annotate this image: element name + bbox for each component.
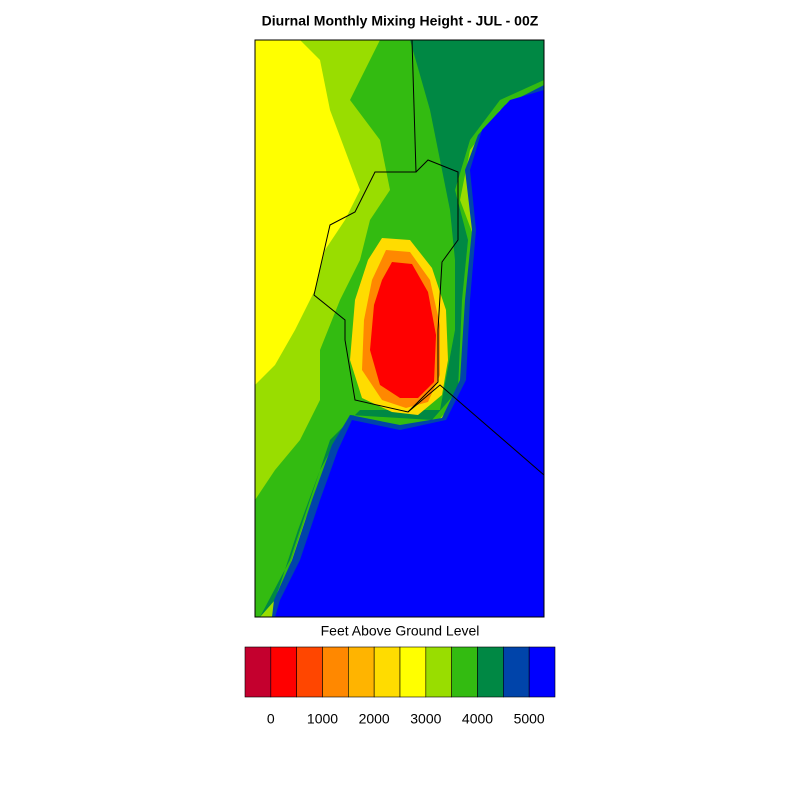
colorbar-box xyxy=(296,646,323,698)
colorbar-tick-label: 3000 xyxy=(410,711,441,727)
colorbar-tick-label: 0 xyxy=(267,711,275,727)
colorbar-tick-label: 5000 xyxy=(514,711,545,727)
colorbar-box xyxy=(270,646,297,698)
map-title: Diurnal Monthly Mixing Height - JUL - 00… xyxy=(262,13,539,29)
colorbar-tick-label: 1000 xyxy=(307,711,338,727)
colorbar-box xyxy=(425,646,452,698)
colorbar-box xyxy=(451,646,478,698)
contour-map xyxy=(254,39,545,618)
colorbar-box xyxy=(399,646,427,698)
colorbar-tick-label: 4000 xyxy=(462,711,493,727)
colorbar-box xyxy=(244,646,272,698)
colorbar-box xyxy=(477,646,504,698)
colorbar-box xyxy=(373,646,401,698)
colorbar: 0 1000 2000 3000 4000 5000 xyxy=(244,646,556,727)
colorbar-box xyxy=(322,646,349,698)
colorbar-label: Feet Above Ground Level xyxy=(321,623,480,639)
colorbar-box xyxy=(348,646,375,698)
colorbar-box xyxy=(528,646,556,698)
colorbar-box xyxy=(503,646,530,698)
colorbar-tick-label: 2000 xyxy=(359,711,390,727)
